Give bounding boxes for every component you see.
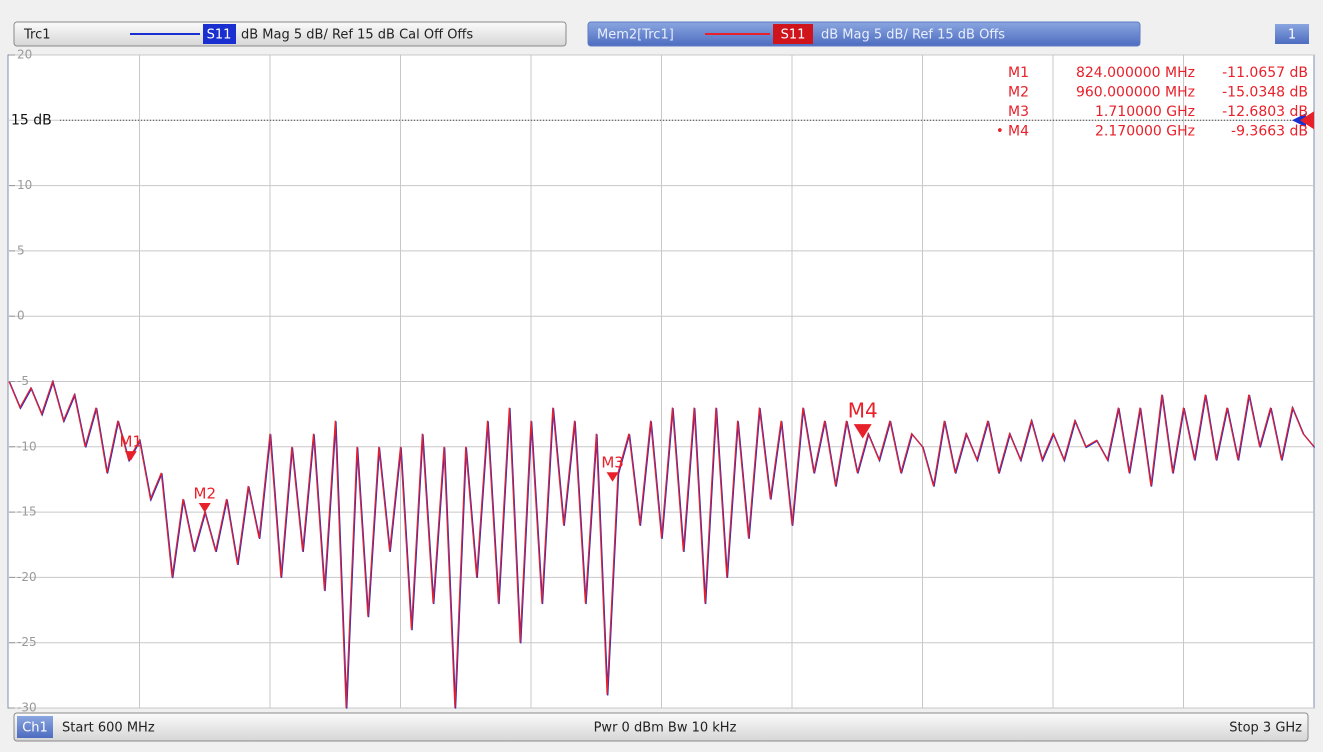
marker-response: -9.3663 dB: [1231, 124, 1308, 140]
marker-response: -12.6803 dB: [1222, 104, 1308, 120]
marker-label: M1: [120, 433, 143, 451]
y-tick-label: 5: [17, 243, 25, 257]
power-bandwidth: Pwr 0 dBm Bw 10 kHz: [594, 721, 737, 736]
trace1-param: S11: [207, 28, 232, 43]
channel: Ch1: [22, 721, 48, 736]
y-tick-label: -30: [17, 701, 37, 715]
trace2-name: Mem2[Trc1]: [597, 28, 674, 43]
footer-bar: [13, 712, 1309, 742]
marker-response: -15.0348 dB: [1222, 85, 1308, 101]
marker-name: M3: [1008, 104, 1029, 120]
marker-name: M2: [1008, 85, 1029, 101]
y-tick-label: -5: [17, 374, 29, 388]
y-tick-label: -15: [17, 505, 37, 519]
y-tick-label: 0: [17, 309, 25, 323]
trace1-format: dB Mag 5 dB/ Ref 15 dB Cal Off Offs: [241, 28, 473, 43]
trace2-box[interactable]: [587, 21, 1141, 47]
trace1-badge: [203, 24, 236, 44]
y-tick-label: 20: [17, 48, 32, 62]
trace2-badge: [773, 24, 813, 44]
trace2-param: S11: [781, 28, 806, 43]
window-box[interactable]: [1275, 24, 1309, 44]
marker-label: M3: [601, 454, 624, 472]
trace1-name: Trc1: [23, 28, 51, 43]
marker-label: M2: [194, 484, 217, 502]
marker-triangle: [606, 472, 619, 482]
stop-label: Stop 3 GHz: [1229, 721, 1302, 736]
y-tick-label: -25: [17, 635, 37, 649]
marker-stimulus: 960.000000 MHz: [1076, 85, 1195, 101]
marker-stimulus: 2.170000 GHz: [1095, 124, 1195, 140]
plot-layer: 20 15 dB 10 5 0 -5 -10 -15 -20 -25 -30 M1 M1 824.0000…: [8, 48, 1316, 715]
ref-tick-label: 15 dB: [11, 112, 52, 128]
marker-triangle: [198, 502, 211, 513]
trace2-format: dB Mag 5 dB/ Ref 15 dB Offs: [821, 28, 1005, 43]
active-indicator: •: [996, 124, 1004, 139]
marker-triangle: [853, 424, 872, 439]
trace-line: [8, 379, 1315, 709]
y-tick-label: -20: [17, 570, 37, 584]
y-tick-label: 10: [17, 178, 32, 192]
trace1-box[interactable]: [13, 21, 567, 47]
start-label: Start 600 MHz: [62, 721, 155, 736]
marker-stimulus: 1.710000 GHz: [1095, 104, 1195, 120]
channel-badge[interactable]: [17, 716, 53, 738]
marker-stimulus: 824.000000 MHz: [1076, 65, 1195, 81]
marker-name: M4: [1008, 124, 1029, 140]
ref-arrow-trace: [1292, 113, 1306, 128]
marker-triangle: [124, 451, 137, 461]
marker-label: M4: [848, 399, 878, 423]
ref-arrow-mem: [1300, 111, 1314, 130]
window-number: 1: [1288, 28, 1296, 43]
marker-name: M1: [1008, 65, 1029, 81]
marker-response: -11.0657 dB: [1222, 65, 1308, 81]
y-tick-label: -10: [17, 439, 37, 453]
